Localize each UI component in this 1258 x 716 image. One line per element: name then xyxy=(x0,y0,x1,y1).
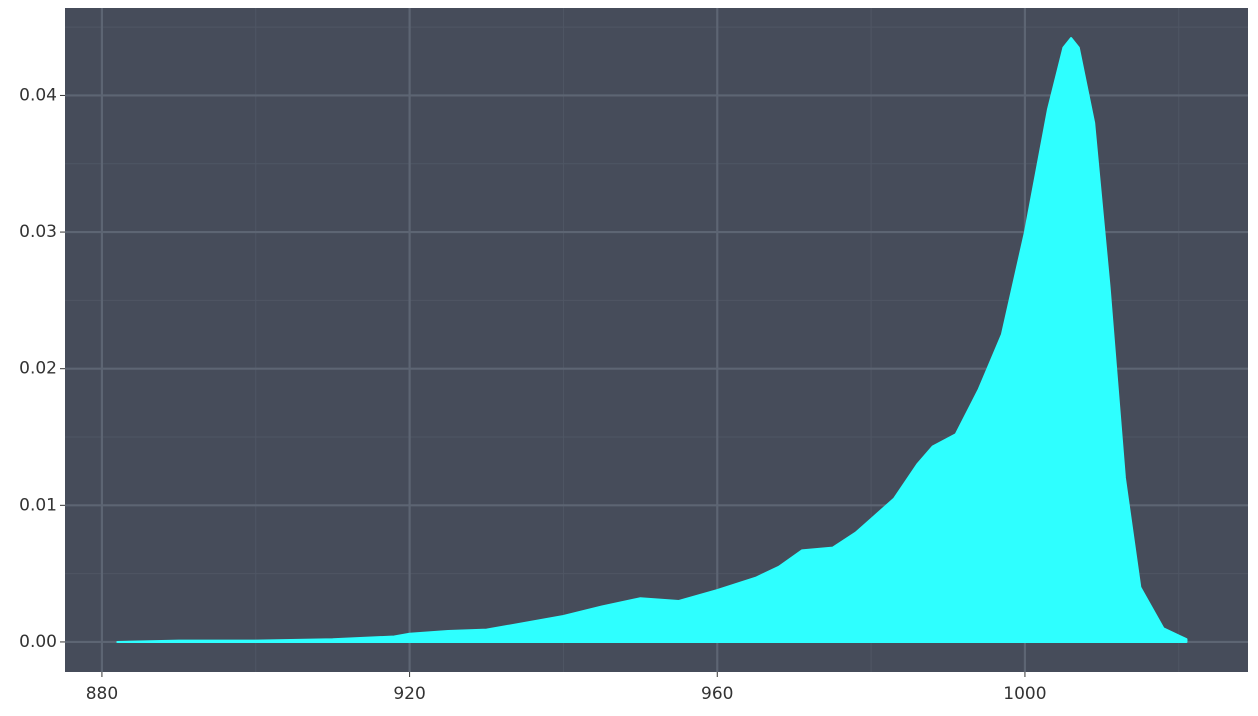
x-tick-label: 960 xyxy=(701,684,733,704)
y-tick-label: 0.01 xyxy=(19,495,57,515)
y-tick-label: 0.00 xyxy=(19,632,57,652)
y-tick-label: 0.03 xyxy=(19,222,57,242)
y-tick-label: 0.04 xyxy=(19,85,57,105)
density-area xyxy=(116,37,1188,643)
x-tick-label: 880 xyxy=(86,684,118,704)
x-tick-label: 920 xyxy=(393,684,425,704)
x-tick-label: 1000 xyxy=(1003,684,1046,704)
y-tick-label: 0.02 xyxy=(19,359,57,379)
